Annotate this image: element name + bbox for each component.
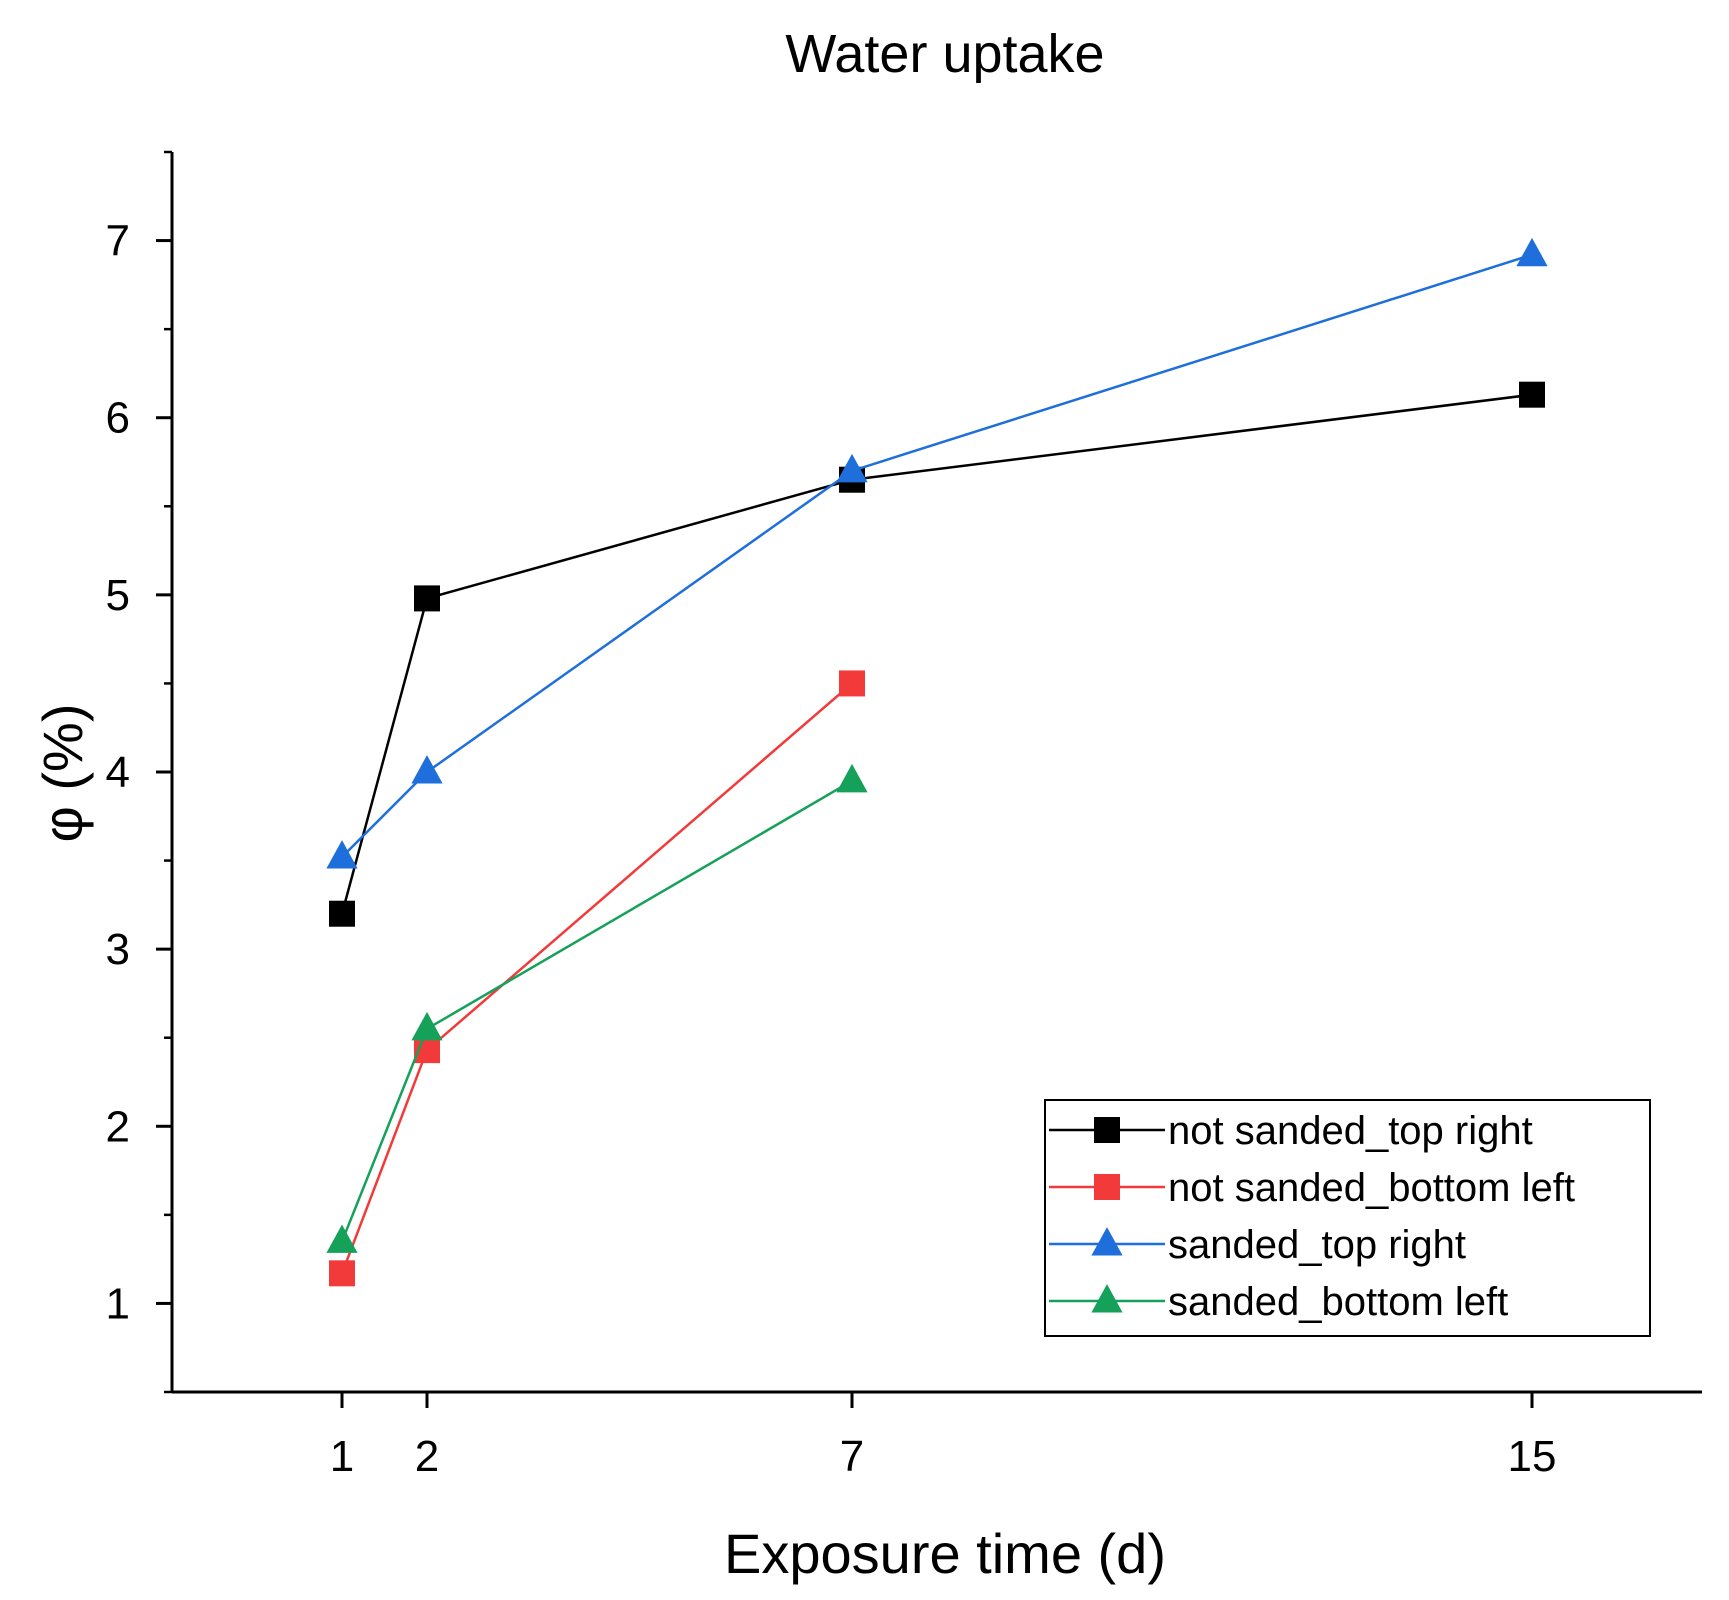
plot-series <box>326 237 1548 1287</box>
y-tick-label: 2 <box>106 1102 130 1151</box>
data-point <box>414 585 440 612</box>
legend: not sanded_top right not sanded_bottom le… <box>1044 1099 1651 1337</box>
x-tick-label: 2 <box>415 1432 439 1481</box>
data-point <box>326 840 358 869</box>
data-point <box>836 763 868 793</box>
x-tick-label: 7 <box>840 1432 864 1481</box>
legend-label: not sanded_bottom left <box>1168 1166 1575 1210</box>
legend-label: sanded_bottom left <box>1168 1280 1508 1324</box>
y-tick-label: 5 <box>106 571 130 620</box>
legend-marker <box>1094 1117 1120 1143</box>
x-tick-label: 1 <box>330 1432 354 1481</box>
y-tick-label: 6 <box>106 394 130 443</box>
series-1 <box>329 381 1545 927</box>
legend-box <box>1044 1099 1651 1337</box>
y-axis-label: φ (%) <box>31 704 94 843</box>
data-point <box>839 670 865 697</box>
data-point <box>329 900 355 927</box>
y-tick-label: 3 <box>106 925 130 974</box>
data-point <box>1519 381 1545 408</box>
x-tick-label: 15 <box>1508 1432 1557 1481</box>
legend-item: not sanded_bottom left <box>1049 1166 1575 1210</box>
series-line <box>341 253 1533 858</box>
legend-marker <box>1091 1227 1123 1256</box>
legend-item: sanded_top right <box>1049 1223 1466 1267</box>
y-tick-label: 7 <box>106 217 130 266</box>
x-axis-label: Exposure time (d) <box>724 1522 1166 1585</box>
data-point <box>329 1260 355 1287</box>
legend-marker <box>1094 1174 1120 1200</box>
y-tick-label: 1 <box>106 1279 130 1328</box>
legend-item: sanded_bottom left <box>1049 1280 1508 1324</box>
legend-label: sanded_top right <box>1168 1223 1466 1267</box>
data-point <box>411 755 443 784</box>
chart-title: Water uptake <box>785 24 1104 84</box>
data-point <box>1516 237 1548 267</box>
series-line <box>340 779 853 1242</box>
legend-item: not sanded_top right <box>1049 1109 1533 1153</box>
series-3 <box>326 237 1548 869</box>
data-point <box>411 1011 443 1041</box>
y-tick-label: 4 <box>106 748 130 797</box>
series-4 <box>326 763 868 1253</box>
legend-marker <box>1091 1284 1123 1313</box>
axes: 1 2 3 4 5 6 7 1 2 7 15 <box>106 150 1702 1481</box>
series-line <box>340 393 1533 915</box>
legend-label: not sanded_top right <box>1168 1109 1533 1153</box>
data-point <box>326 1224 358 1253</box>
series-2 <box>329 670 865 1287</box>
data-point <box>836 453 868 483</box>
